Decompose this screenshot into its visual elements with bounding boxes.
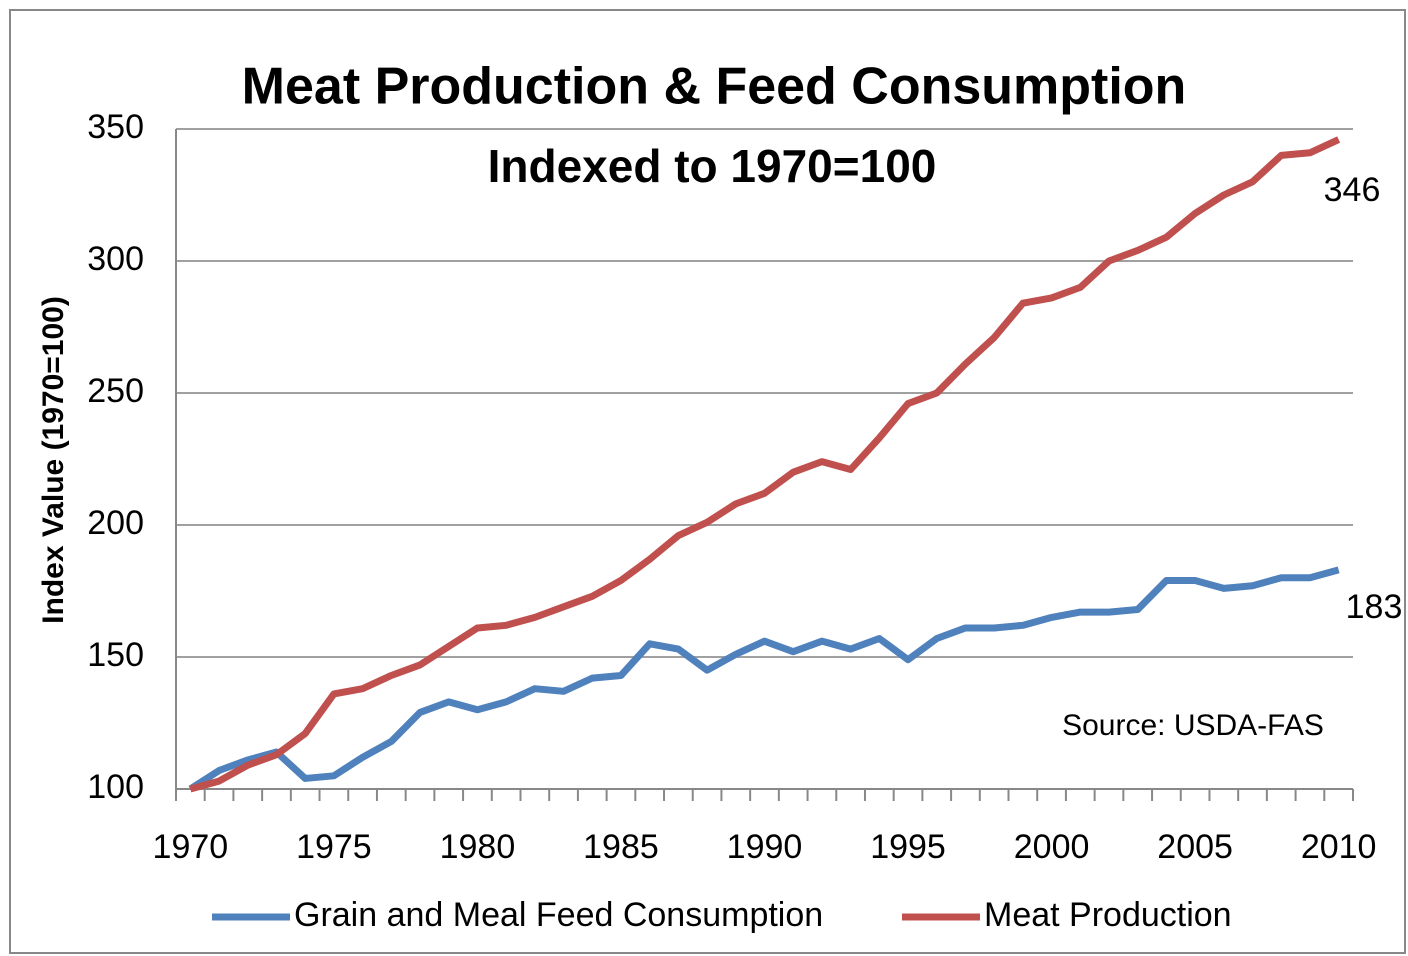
y-tick-label: 350	[87, 108, 144, 146]
x-tick-label: 1970	[153, 828, 229, 866]
chart-frame	[9, 9, 1406, 954]
y-tick-label: 250	[87, 372, 144, 410]
legend-label: Grain and Meal Feed Consumption	[294, 896, 823, 934]
x-tick-label: 1980	[440, 828, 516, 866]
y-axis-label: Index Value (1970=100)	[37, 296, 70, 624]
x-tick-label: 1995	[870, 828, 946, 866]
line-series	[189, 136, 1341, 793]
x-tick-label: 1985	[583, 828, 659, 866]
chart-title: Meat Production & Feed Consumption	[242, 58, 1187, 116]
x-tick-label: 1975	[296, 828, 372, 866]
y-tick-label: 200	[87, 504, 144, 542]
legend-label: Meat Production	[984, 896, 1232, 934]
y-tick-label: 150	[87, 636, 144, 674]
line-series	[188, 566, 1340, 792]
x-tick-label: 1990	[727, 828, 803, 866]
y-tick-label: 300	[87, 240, 144, 278]
x-tick-label: 2005	[1157, 828, 1233, 866]
x-tick-label: 2010	[1301, 828, 1377, 866]
annotation: 183	[1346, 588, 1403, 626]
annotation: Source: USDA-FAS	[1062, 709, 1324, 742]
annotation: 346	[1324, 171, 1381, 209]
y-tick-label: 100	[87, 768, 144, 806]
chart-subtitle: Indexed to 1970=100	[488, 140, 937, 192]
x-tick-label: 2000	[1014, 828, 1090, 866]
